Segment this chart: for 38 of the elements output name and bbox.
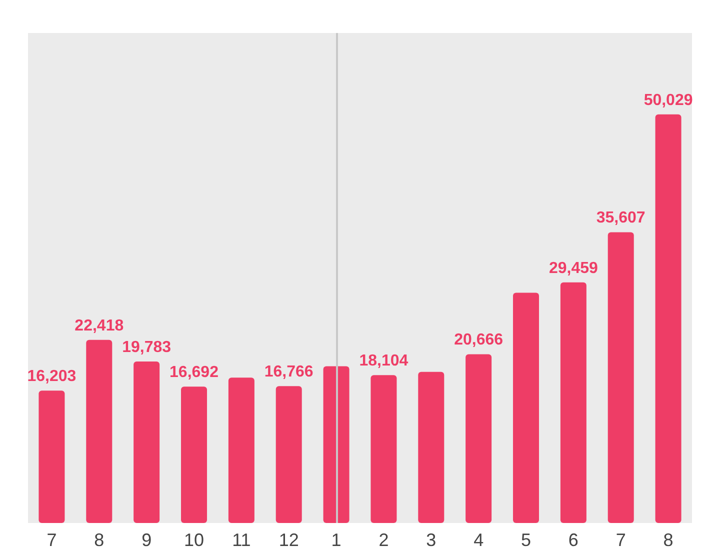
bar <box>466 354 492 523</box>
x-tick-label: 1 <box>331 530 342 550</box>
bar <box>86 340 112 523</box>
bar <box>323 366 350 523</box>
bar <box>418 372 444 523</box>
x-tick-label: 6 <box>568 530 578 550</box>
data-label: 35,607 <box>596 210 646 227</box>
x-tick-label: 10 <box>184 530 204 550</box>
data-label: 16,203 <box>27 368 76 386</box>
x-tick-label: 12 <box>278 530 299 550</box>
bar <box>181 386 207 523</box>
data-label: 16,692 <box>170 364 219 382</box>
bar <box>560 282 586 523</box>
x-tick-label: 8 <box>663 530 674 550</box>
x-tick-label: 3 <box>426 530 436 550</box>
data-label: 50,029 <box>644 92 693 109</box>
x-tick-label: 2 <box>378 530 389 550</box>
bar <box>228 378 254 523</box>
bar <box>608 232 634 523</box>
data-label: 19,783 <box>122 338 172 356</box>
x-tick-label: 7 <box>616 530 626 550</box>
data-label: 18,104 <box>359 352 408 370</box>
bar <box>134 361 160 523</box>
x-tick-label: 8 <box>94 530 104 550</box>
x-tick-label: 11 <box>232 530 251 550</box>
bar <box>38 390 65 523</box>
data-label: 29,459 <box>548 260 598 277</box>
data-label: 16,766 <box>264 364 314 381</box>
x-tick-label: 7 <box>46 530 57 550</box>
data-label: 20,666 <box>454 332 504 349</box>
bar <box>513 292 539 523</box>
bar <box>276 386 302 523</box>
bar <box>655 114 682 523</box>
data-label: 22,418 <box>74 317 124 334</box>
x-tick-label: 4 <box>474 530 484 550</box>
bar <box>370 375 397 523</box>
x-tick-label: 9 <box>142 530 152 550</box>
x-tick-label: 5 <box>520 530 532 550</box>
